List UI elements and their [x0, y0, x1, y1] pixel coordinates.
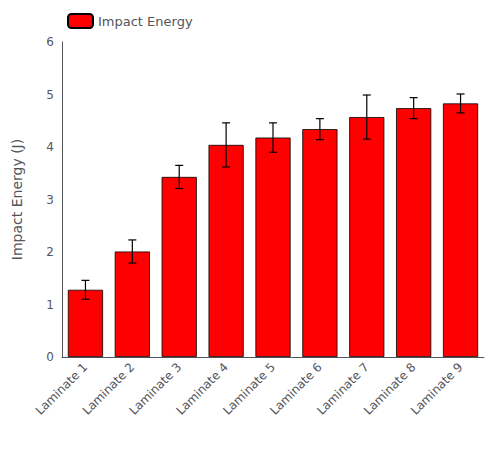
svg-text:Laminate 5: Laminate 5	[220, 360, 278, 418]
svg-text:Laminate 7: Laminate 7	[314, 360, 372, 418]
svg-text:6: 6	[46, 35, 54, 49]
svg-text:Laminate 9: Laminate 9	[408, 360, 466, 418]
svg-text:Laminate 1: Laminate 1	[32, 360, 91, 418]
svg-text:Laminate 8: Laminate 8	[361, 360, 419, 418]
svg-text:4: 4	[46, 140, 54, 154]
svg-text:Impact Energy (J): Impact Energy (J)	[9, 139, 25, 260]
svg-text:Laminate 4: Laminate 4	[173, 360, 232, 418]
svg-text:5: 5	[46, 88, 54, 102]
svg-text:Laminate 2: Laminate 2	[79, 360, 138, 418]
svg-text:Laminate 3: Laminate 3	[126, 360, 185, 418]
svg-text:0: 0	[46, 350, 54, 364]
svg-text:Laminate 6: Laminate 6	[267, 360, 325, 418]
svg-text:Impact Energy: Impact Energy	[98, 14, 193, 29]
svg-text:3: 3	[46, 193, 54, 207]
svg-text:1: 1	[46, 298, 54, 312]
svg-text:2: 2	[46, 245, 54, 259]
